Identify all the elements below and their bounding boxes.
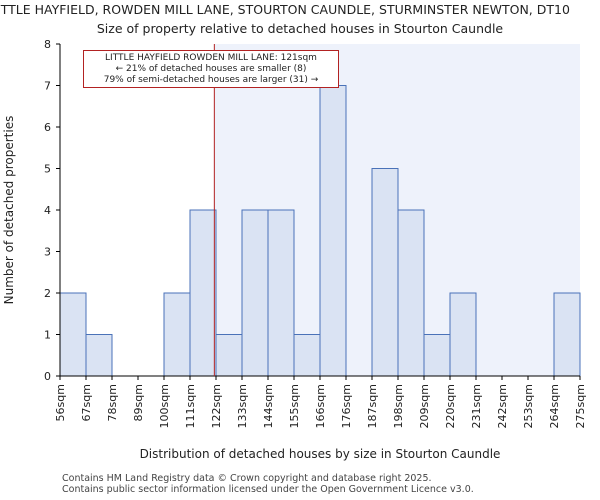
y-tick-label: 5 (44, 163, 51, 176)
x-tick-label: 198sqm (392, 384, 405, 428)
x-tick-label: 56sqm (54, 384, 67, 421)
bar (449, 292, 477, 377)
x-tick-label: 242sqm (496, 384, 509, 428)
x-tick-label: 275sqm (574, 384, 587, 428)
x-tick-label: 220sqm (444, 384, 457, 428)
bar (423, 334, 451, 377)
x-tick-label: 78sqm (106, 384, 119, 421)
x-tick-label: 122sqm (210, 384, 223, 428)
y-tick-label: 8 (44, 38, 51, 51)
x-axis-label: Distribution of detached houses by size … (140, 447, 501, 461)
footer-line-1: Contains HM Land Registry data © Crown c… (62, 473, 432, 484)
bar (553, 292, 581, 377)
y-tick-label: 7 (44, 80, 51, 93)
bar (59, 292, 87, 377)
bar (371, 168, 399, 377)
bar (189, 209, 217, 377)
bar (319, 85, 347, 377)
y-tick-label: 6 (44, 121, 51, 134)
bar (163, 292, 191, 377)
y-tick-label: 4 (44, 204, 51, 217)
x-tick-label: 100sqm (158, 384, 171, 428)
x-tick-label: 144sqm (262, 384, 275, 428)
x-tick-label: 67sqm (80, 384, 93, 421)
bar (215, 334, 243, 377)
x-tick-label: 231sqm (470, 384, 483, 428)
x-tick-label: 264sqm (548, 384, 561, 428)
bar (293, 334, 321, 377)
chart-title-text: LITTLE HAYFIELD, ROWDEN MILL LANE, STOUR… (0, 2, 570, 17)
footer-line-2: Contains public sector information licen… (62, 484, 474, 495)
y-axis-label: Number of detached properties (2, 116, 16, 305)
bar (241, 209, 269, 377)
annotation-line-3: 79% of semi-detached houses are larger (… (103, 75, 319, 85)
x-tick-label: 89sqm (132, 384, 145, 421)
x-tick-label: 155sqm (288, 384, 301, 428)
annotation-line-2: ← 21% of detached houses are smaller (8) (115, 64, 307, 74)
x-tick-label: 253sqm (522, 384, 535, 428)
x-tick-label: 111sqm (184, 384, 197, 428)
x-tick-label: 209sqm (418, 384, 431, 428)
x-tick-label: 187sqm (366, 384, 379, 428)
y-tick-label: 2 (44, 287, 51, 300)
y-tick-label: 0 (44, 370, 51, 383)
chart-title: LITTLE HAYFIELD, ROWDEN MILL LANE, STOUR… (0, 2, 600, 17)
annotation-line-1: LITTLE HAYFIELD ROWDEN MILL LANE: 121sqm (105, 53, 317, 63)
chart-subtitle: Size of property relative to detached ho… (96, 21, 504, 36)
x-tick-label: 166sqm (314, 384, 327, 428)
y-tick-label: 1 (44, 329, 51, 342)
x-tick-label: 133sqm (236, 384, 249, 428)
annotation-box: LITTLE HAYFIELD ROWDEN MILL LANE: 121sqm… (83, 50, 339, 88)
y-tick-label: 3 (44, 246, 51, 259)
bar (397, 209, 425, 377)
x-tick-label: 176sqm (340, 384, 353, 428)
bar (85, 334, 113, 377)
bar (267, 209, 295, 377)
